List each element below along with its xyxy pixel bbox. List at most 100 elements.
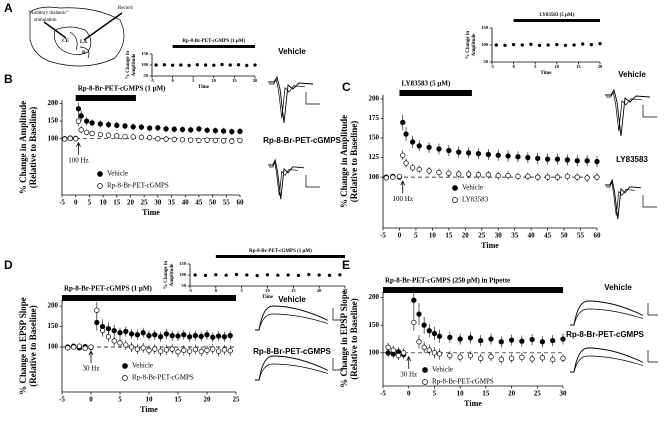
diagram-label: Record xyxy=(118,6,133,11)
data-point xyxy=(529,42,533,46)
x-tick-label: 20 xyxy=(127,199,135,207)
trace xyxy=(255,313,329,331)
data-point xyxy=(234,272,239,277)
data-point xyxy=(519,338,525,344)
data-point xyxy=(495,152,501,158)
data-point xyxy=(146,332,152,339)
data-point xyxy=(327,273,332,277)
data-point xyxy=(574,158,580,164)
data-point xyxy=(255,274,259,278)
data-point xyxy=(436,169,442,176)
legend-label: Vehicle xyxy=(462,184,483,192)
data-point xyxy=(88,344,94,350)
x-tick-label: 10 xyxy=(457,390,465,398)
scale-bar xyxy=(647,350,658,363)
data-point xyxy=(498,339,504,345)
data-point xyxy=(155,125,161,131)
x-axis-label: Time xyxy=(262,295,274,300)
x-tick-label: 55 xyxy=(223,199,231,207)
data-point xyxy=(546,43,550,47)
y-axis-label: (Relative to Baseline) xyxy=(349,121,359,202)
scale-bar xyxy=(642,195,657,208)
data-point xyxy=(117,330,123,336)
y-tick-label: 150 xyxy=(48,117,59,125)
data-point xyxy=(383,175,389,181)
data-point xyxy=(128,331,135,337)
data-point xyxy=(237,128,243,134)
data-point xyxy=(83,118,90,124)
treatment-bar xyxy=(383,287,563,293)
data-point xyxy=(67,135,73,142)
y-tick-label: 100 xyxy=(481,42,489,47)
y-axis-label: (Relative to Baseline) xyxy=(28,305,38,386)
data-point xyxy=(94,319,100,326)
x-tick-label: 5 xyxy=(241,288,244,293)
trace-label: Vehicle xyxy=(618,70,646,79)
data-point xyxy=(508,355,515,362)
trace-label: Vehicle xyxy=(278,47,306,56)
y-tick-label: 150 xyxy=(481,25,489,30)
data-point xyxy=(215,333,222,339)
data-point xyxy=(555,43,559,47)
x-tick-label: -5 xyxy=(59,396,65,404)
data-point xyxy=(203,273,208,278)
data-point xyxy=(76,343,83,349)
x-tick-label: 10 xyxy=(212,78,217,83)
x-tick-label: 0 xyxy=(407,390,411,398)
trace xyxy=(268,75,314,124)
x-tick-label: -5 xyxy=(150,78,154,83)
diagram-label: LA xyxy=(80,40,87,45)
data-point xyxy=(210,346,216,352)
data-point xyxy=(163,136,169,142)
data-point xyxy=(503,43,507,47)
data-point xyxy=(488,354,494,360)
trace xyxy=(606,180,635,216)
trace xyxy=(570,300,644,326)
treatment-label: LY83583 (5 μM) xyxy=(539,13,574,18)
data-point xyxy=(186,348,193,354)
data-point xyxy=(195,63,199,67)
y-axis-label: % Change in Amplitude xyxy=(339,115,349,208)
data-point xyxy=(114,122,120,128)
data-point xyxy=(475,151,482,157)
y-tick-label: 100 xyxy=(369,348,380,356)
y-tick-label: 125 xyxy=(369,153,380,161)
data-point xyxy=(192,332,199,339)
data-point xyxy=(594,174,600,180)
data-point xyxy=(193,273,197,277)
data-point xyxy=(529,336,535,343)
data-point xyxy=(157,334,164,340)
data-point xyxy=(196,137,202,144)
data-point xyxy=(229,129,235,135)
data-point xyxy=(426,328,432,334)
data-point xyxy=(163,126,169,132)
data-point xyxy=(245,63,249,68)
x-tick-label: 50 xyxy=(209,199,217,207)
x-tick-label: 55 xyxy=(577,232,585,240)
data-point xyxy=(157,348,164,354)
x-tick-label: 35 xyxy=(511,232,519,240)
data-point xyxy=(495,172,501,179)
scale-bar xyxy=(332,358,343,371)
data-point xyxy=(403,160,409,166)
data-point xyxy=(446,147,452,154)
data-point xyxy=(169,332,175,339)
x-tick-label: 60 xyxy=(237,199,245,207)
trace xyxy=(605,178,642,220)
diagram-label: B xyxy=(82,51,86,56)
data-point xyxy=(138,134,145,140)
treatment-bar xyxy=(215,255,345,258)
data-point xyxy=(140,345,146,351)
data-point xyxy=(457,336,463,342)
diagram-label: "Auditory thalamic" xyxy=(28,11,69,16)
data-point xyxy=(436,351,443,357)
data-point xyxy=(179,63,183,67)
data-point xyxy=(204,127,210,133)
data-point xyxy=(400,152,406,158)
x-tick-label: -5 xyxy=(490,64,494,69)
data-point xyxy=(400,350,407,356)
treatment-label: Rp-8-Br-PET-cGMPS (1 μM) xyxy=(249,249,312,254)
data-point xyxy=(584,158,590,164)
data-point xyxy=(564,157,571,163)
x-tick-label: 5 xyxy=(433,390,437,398)
